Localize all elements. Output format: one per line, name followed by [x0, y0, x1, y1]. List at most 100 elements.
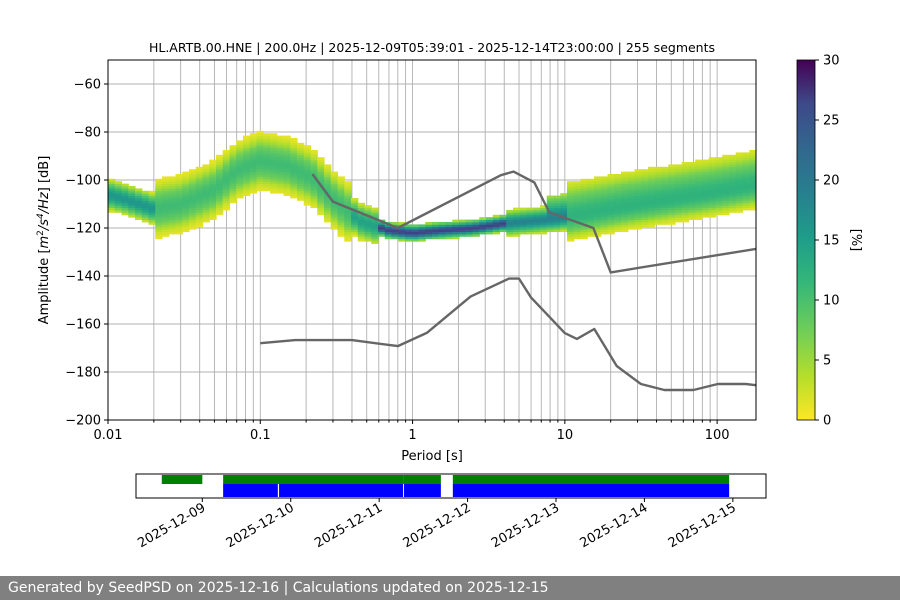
- psd-bin: [702, 214, 710, 218]
- psd-bin: [540, 229, 548, 232]
- psd-bin: [317, 157, 325, 160]
- psd-bin: [202, 174, 210, 177]
- psd-bin: [222, 174, 231, 177]
- psd-bin: [607, 205, 615, 208]
- psd-bin: [168, 207, 177, 211]
- psd-bin: [722, 202, 730, 206]
- psd-bin: [236, 157, 244, 160]
- psd-bin: [749, 152, 756, 156]
- psd-bin: [209, 181, 217, 184]
- psd-bin: [600, 214, 609, 218]
- psd-bin: [310, 193, 318, 196]
- psd-bin: [607, 222, 615, 225]
- psd-bin: [722, 178, 730, 182]
- psd-bin: [236, 183, 244, 187]
- psd-bin: [594, 190, 602, 194]
- psd-bin: [546, 198, 555, 201]
- psd-bin: [141, 217, 150, 220]
- psd-bin: [357, 207, 366, 211]
- psd-bin: [148, 190, 156, 194]
- psd-bin: [317, 166, 325, 170]
- psd-bin: [607, 231, 615, 235]
- psd-bin: [519, 224, 528, 228]
- psd-bin: [243, 181, 251, 184]
- psd-bin: [222, 195, 231, 199]
- psd-bin: [627, 188, 636, 192]
- psd-bin: [243, 152, 251, 156]
- psd-bin: [722, 207, 730, 211]
- psd-bin: [357, 217, 366, 220]
- psd-bin: [540, 217, 548, 220]
- psd-bin: [486, 217, 494, 220]
- psd-bin: [344, 198, 352, 201]
- psd-bin: [216, 164, 224, 168]
- psd-bin: [337, 231, 345, 235]
- psd-bin: [209, 207, 217, 211]
- psd-bin: [270, 152, 278, 156]
- psd-bin: [121, 202, 129, 206]
- psd-bin: [708, 198, 717, 201]
- colorbar-tick-label: 20: [823, 174, 840, 189]
- psd-bin: [445, 224, 453, 228]
- psd-bin: [148, 205, 156, 208]
- psd-bin: [600, 212, 609, 216]
- psd-bin: [641, 186, 649, 189]
- psd-bin: [209, 183, 217, 187]
- psd-bin: [270, 166, 278, 170]
- psd-bin: [634, 212, 642, 216]
- psd-bin: [330, 217, 339, 220]
- psd-bin: [256, 157, 264, 160]
- psd-bin: [202, 183, 210, 187]
- psd-bin: [695, 210, 703, 213]
- psd-bin: [681, 207, 690, 211]
- psd-bin: [364, 231, 372, 235]
- psd-bin: [351, 205, 359, 208]
- psd-bin: [735, 157, 744, 160]
- psd-bin: [580, 193, 588, 196]
- psd-bin: [290, 162, 298, 165]
- psd-bin: [371, 212, 379, 216]
- psd-bin: [330, 210, 339, 213]
- psd-bin: [722, 195, 730, 199]
- psd-bin: [445, 236, 453, 240]
- psd-bin: [546, 207, 555, 211]
- availability-bar: [161, 475, 730, 497]
- psd-bin: [202, 181, 210, 184]
- psd-bin: [236, 150, 244, 153]
- psd-bin: [135, 214, 143, 218]
- psd-bin: [162, 234, 170, 237]
- psd-bin: [162, 190, 170, 194]
- psd-bin: [668, 188, 676, 192]
- psd-bin: [587, 224, 595, 228]
- psd-bin: [553, 195, 561, 199]
- psd-bin: [438, 229, 447, 232]
- psd-bin: [324, 164, 332, 168]
- x-axis: 0.01 0.1 1 10 100: [94, 420, 730, 443]
- psd-bin: [391, 229, 399, 232]
- psd-bin: [627, 193, 636, 196]
- psd-bin: [526, 212, 534, 216]
- psd-bin: [594, 222, 602, 225]
- psd-bin: [702, 183, 710, 187]
- psd-bin: [742, 164, 750, 168]
- psd-bin: [344, 200, 352, 204]
- psd-bin: [560, 219, 568, 223]
- psd-bin: [533, 219, 541, 223]
- psd-bin: [654, 207, 663, 211]
- psd-bin: [263, 176, 271, 180]
- psd-bin: [722, 183, 730, 187]
- psd-bin: [297, 157, 305, 160]
- psd-bin: [317, 159, 325, 163]
- psd-bin: [708, 190, 717, 194]
- psd-bin: [749, 188, 756, 192]
- psd-bin: [330, 198, 339, 201]
- psd-bin: [189, 200, 197, 204]
- psd-bin: [256, 150, 264, 153]
- psd-bin: [222, 176, 231, 180]
- psd-bin: [567, 198, 575, 201]
- psd-bin: [283, 152, 291, 156]
- psd-bin: [405, 229, 413, 232]
- psd-bin: [148, 195, 156, 199]
- psd-bin: [155, 234, 163, 237]
- psd-bin: [135, 207, 143, 211]
